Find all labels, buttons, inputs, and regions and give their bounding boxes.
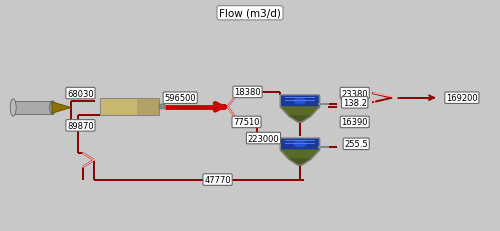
Ellipse shape	[10, 99, 16, 117]
Bar	[137, 99, 160, 116]
Ellipse shape	[50, 101, 56, 115]
Text: 16390: 16390	[342, 118, 368, 127]
Text: 255.5: 255.5	[344, 140, 368, 149]
Circle shape	[294, 142, 306, 147]
Polygon shape	[288, 159, 311, 165]
Text: 18380: 18380	[234, 88, 261, 97]
Circle shape	[294, 99, 306, 104]
Text: 77510: 77510	[234, 118, 260, 127]
Bar	[100, 99, 160, 116]
Polygon shape	[280, 107, 320, 116]
Bar	[160, 105, 165, 110]
Text: 138.2: 138.2	[343, 98, 366, 107]
Text: 23380: 23380	[342, 89, 368, 98]
Text: 596500: 596500	[164, 94, 196, 103]
Text: Flow (m3/d): Flow (m3/d)	[219, 9, 281, 19]
Text: 68030: 68030	[67, 89, 94, 98]
Polygon shape	[288, 116, 311, 122]
Polygon shape	[280, 150, 320, 159]
Bar	[12, 102, 52, 114]
Polygon shape	[280, 96, 320, 107]
Text: 89870: 89870	[67, 121, 94, 130]
Text: 223000: 223000	[248, 134, 280, 143]
Text: 169200: 169200	[446, 94, 478, 103]
Text: 47770: 47770	[204, 175, 231, 184]
Polygon shape	[52, 103, 70, 113]
Polygon shape	[280, 138, 320, 150]
